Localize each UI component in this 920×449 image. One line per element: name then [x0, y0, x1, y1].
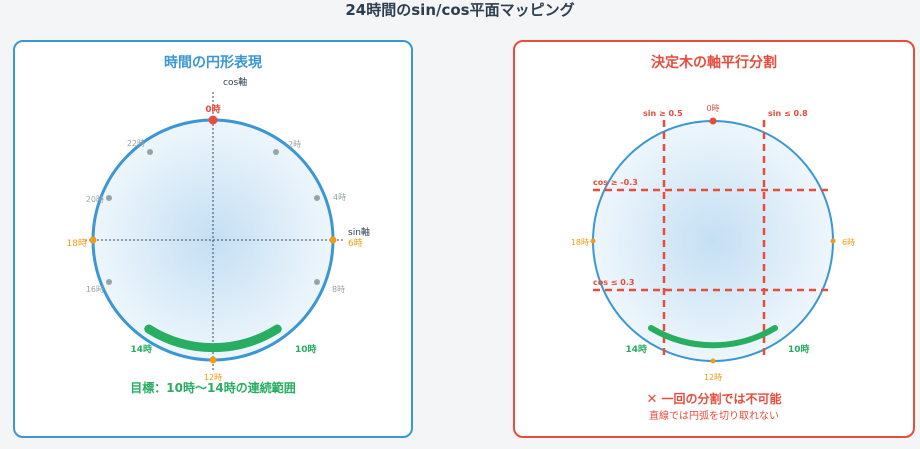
hour-label-16: 16時: [86, 285, 104, 294]
hour-marker-22: [147, 149, 153, 155]
hour-label-10: 10時: [295, 343, 317, 355]
time-circle: [592, 120, 834, 362]
hour-label-8: 8時: [332, 285, 345, 294]
hour-marker-12: [209, 356, 217, 364]
hour-label-12: 12時: [204, 373, 222, 382]
goal-text: 目標：10時〜14時の連続範囲: [130, 381, 296, 395]
verdict-label: 一回の分割では不可能: [661, 392, 782, 406]
hour-label-0: 0時: [205, 103, 220, 115]
hour-label-20: 20時: [86, 195, 104, 204]
hour-marker-4: [314, 195, 320, 201]
split-label-sin-le: sin ≤ 0.8: [768, 109, 808, 118]
hour-label-6: 6時: [842, 238, 855, 247]
page-title: 24時間のsin/cos平面マッピング: [345, 1, 575, 19]
split-label-cos-le: cos ≤ 0.3: [593, 278, 634, 287]
decision-tree-split-panel-title: 決定木の軸平行分割: [651, 55, 777, 71]
decision-tree-split-diagram: sin ≥ 0.5 sin ≤ 0.8 cos ≥ -0.3 cos ≤ 0.3…: [571, 104, 855, 382]
hour-marker-18: [89, 236, 97, 244]
sin-axis-label: sin軸: [348, 226, 370, 238]
hour-marker-6: [830, 238, 836, 244]
hour-marker-8: [314, 279, 320, 285]
cos-axis-label: cos軸: [223, 76, 247, 88]
hour-label-2: 2時: [288, 140, 301, 149]
hour-label-12: 12時: [704, 373, 722, 382]
split-label-sin-ge: sin ≥ 0.5: [643, 109, 683, 118]
target-arc-10-14: [648, 325, 778, 349]
cross-icon: ✕: [646, 392, 658, 407]
split-label-cos-ge: cos ≥ -0.3: [593, 178, 638, 187]
hour-marker-18: [590, 238, 596, 244]
hour-marker-16: [106, 279, 112, 285]
hour-label-6: 6時: [348, 238, 363, 249]
hour-label-22: 22時: [127, 139, 145, 148]
hour-marker-0: [208, 115, 218, 125]
verdict-text-row: ✕ 一回の分割では不可能: [515, 390, 913, 407]
hour-marker-6: [329, 236, 337, 244]
hour-label-18: 18時: [67, 238, 87, 249]
circular-time-panel-title: 時間の円形表現: [164, 55, 262, 71]
circular-time-diagram: cos軸 sin軸 0時 2時 4時 6時 8時 10時 12時 14時 16時…: [67, 76, 370, 382]
hour-marker-0: [709, 117, 717, 125]
hour-label-14: 14時: [625, 343, 647, 355]
hour-label-0: 0時: [706, 104, 719, 113]
hour-marker-12: [710, 358, 716, 364]
hour-marker-20: [106, 195, 112, 201]
hour-label-18: 18時: [571, 238, 589, 247]
hour-label-10: 10時: [788, 343, 810, 355]
hour-label-4: 4時: [333, 193, 346, 202]
circular-time-panel: 時間の円形表現 cos軸 sin軸 0時 2時 4時 6時 8時 10時 12時…: [13, 40, 413, 438]
hour-label-14: 14時: [130, 343, 152, 355]
decision-tree-split-panel: 決定木の軸平行分割 sin ≥ 0.5 sin ≤ 0.8 cos ≥ -0.3…: [513, 40, 915, 438]
hour-marker-2: [273, 149, 279, 155]
target-arc-10-14: [144, 324, 282, 353]
note-text: 直線では円弧を切り取れない: [649, 411, 779, 422]
